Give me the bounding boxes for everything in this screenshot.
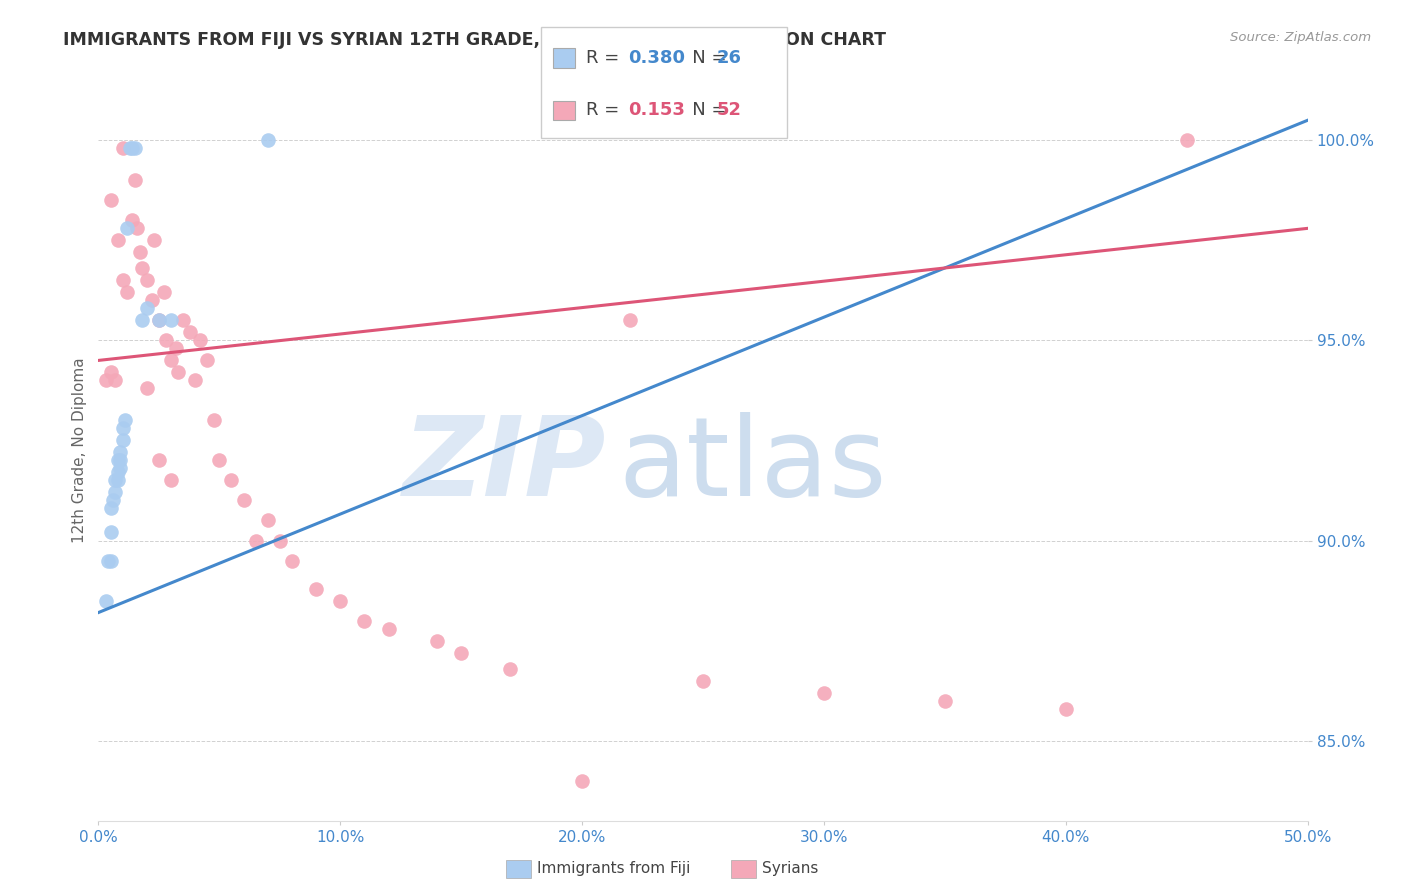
Text: Source: ZipAtlas.com: Source: ZipAtlas.com (1230, 31, 1371, 45)
Point (128, 245, 150, 260)
Point (305, 582, 328, 596)
Point (221, 474, 243, 488)
Point (107, 233, 129, 247)
Point (184, 373, 207, 387)
Point (104, 485, 127, 500)
Point (121, 141, 143, 155)
Point (107, 474, 129, 488)
Point (141, 293, 163, 308)
Point (256, 133, 278, 147)
Point (107, 466, 129, 480)
Point (160, 353, 183, 368)
Point (108, 445, 131, 459)
Point (100, 553, 122, 567)
Point (188, 334, 211, 348)
Point (127, 221, 149, 235)
Text: Immigrants from Fiji: Immigrants from Fiji (537, 862, 690, 876)
Point (204, 413, 226, 427)
Point (377, 622, 399, 636)
Point (571, 773, 593, 788)
Point (143, 233, 166, 247)
Point (813, 685, 835, 699)
Point (160, 474, 183, 488)
Point (107, 453, 129, 467)
Point (131, 313, 153, 327)
Y-axis label: 12th Grade, No Diploma: 12th Grade, No Diploma (72, 358, 87, 543)
Point (281, 553, 304, 567)
Point (619, 313, 641, 327)
Point (100, 366, 122, 380)
Point (100, 525, 122, 540)
Point (232, 493, 254, 508)
Point (97, 553, 120, 567)
Point (172, 313, 194, 327)
Text: N =: N = (675, 49, 733, 67)
Point (1054, 701, 1077, 715)
Point (111, 421, 134, 435)
Point (117, 221, 139, 235)
Point (114, 413, 136, 427)
Point (104, 474, 127, 488)
Point (100, 194, 122, 208)
Point (135, 381, 157, 395)
Point (1175, 133, 1198, 147)
Point (100, 501, 122, 516)
Point (117, 285, 139, 300)
Point (450, 646, 472, 660)
Text: 52: 52 (717, 102, 742, 120)
Point (135, 301, 157, 316)
Text: atlas: atlas (619, 412, 887, 519)
Point (101, 493, 124, 508)
Point (195, 353, 218, 368)
Point (152, 285, 174, 300)
Point (111, 141, 134, 155)
Text: ZIP: ZIP (402, 412, 606, 519)
Point (131, 261, 153, 276)
Point (426, 633, 449, 648)
Point (179, 326, 201, 340)
Point (245, 533, 267, 548)
Point (148, 313, 170, 327)
Point (108, 453, 131, 467)
Point (94, 373, 117, 387)
Point (208, 453, 231, 467)
Point (353, 614, 375, 628)
Point (934, 693, 956, 707)
Point (111, 434, 134, 448)
Text: 0.380: 0.380 (628, 49, 686, 67)
Point (148, 453, 170, 467)
Text: 0.153: 0.153 (628, 102, 685, 120)
Point (111, 273, 134, 287)
Point (692, 673, 714, 688)
Point (148, 313, 170, 327)
Text: IMMIGRANTS FROM FIJI VS SYRIAN 12TH GRADE, NO DIPLOMA CORRELATION CHART: IMMIGRANTS FROM FIJI VS SYRIAN 12TH GRAD… (63, 31, 886, 49)
Point (104, 373, 127, 387)
Point (118, 141, 141, 155)
Point (155, 334, 177, 348)
Text: R =: R = (586, 102, 631, 120)
Point (160, 313, 183, 327)
Point (269, 533, 291, 548)
Point (124, 141, 146, 155)
Point (121, 213, 143, 227)
Point (256, 514, 278, 528)
Text: R =: R = (586, 49, 626, 67)
Point (94, 593, 117, 607)
Point (329, 593, 352, 607)
Text: N =: N = (675, 102, 733, 120)
Point (124, 173, 146, 187)
Point (498, 662, 520, 676)
Text: 26: 26 (717, 49, 742, 67)
Point (165, 342, 187, 356)
Point (135, 273, 157, 287)
Point (167, 366, 190, 380)
Text: Syrians: Syrians (762, 862, 818, 876)
Point (108, 461, 131, 475)
